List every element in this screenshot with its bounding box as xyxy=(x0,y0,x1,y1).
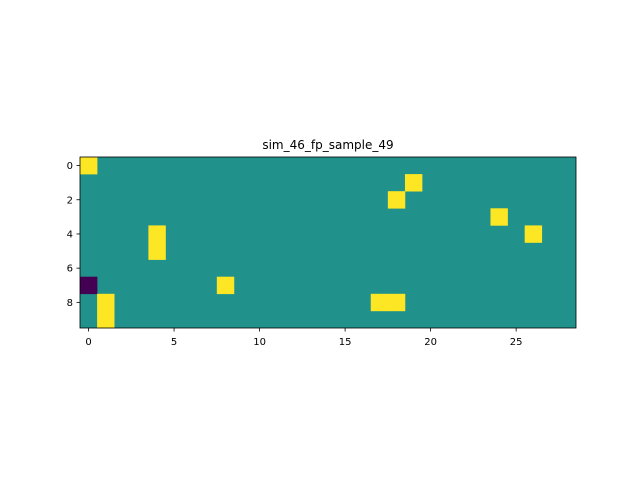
heatmap-cell xyxy=(148,225,166,243)
heatmap-cell xyxy=(370,293,389,312)
chart-title: sim_46_fp_sample_49 xyxy=(262,138,393,152)
axis-ticks: 0 5 10 15 20 25 0 2 4 6 8 xyxy=(67,161,523,348)
heatmap-cells xyxy=(80,157,576,329)
x-tick-label: 15 xyxy=(339,337,352,348)
x-tick-label: 25 xyxy=(510,337,523,348)
heatmap-cell xyxy=(387,293,406,312)
heatmap-cell xyxy=(97,293,115,312)
heatmap-cell xyxy=(97,310,115,329)
heatmap-cell xyxy=(80,276,98,295)
heatmap-cell xyxy=(490,208,508,226)
y-tick-label: 0 xyxy=(67,161,73,172)
y-tick-label: 6 xyxy=(67,264,73,275)
axes-frame xyxy=(79,156,577,329)
heatmap-cell xyxy=(404,174,423,192)
x-tick-label: 20 xyxy=(424,337,437,348)
y-tick-label: 8 xyxy=(67,298,73,309)
heatmap-cell xyxy=(524,225,543,243)
heatmap-cell xyxy=(216,276,235,295)
heatmap-cell xyxy=(387,191,406,209)
heatmap-cell xyxy=(80,157,98,175)
heatmap-cell xyxy=(148,242,166,260)
x-tick-label: 10 xyxy=(253,337,266,348)
x-tick-label: 5 xyxy=(171,337,177,348)
x-tick-label: 0 xyxy=(85,337,91,348)
y-tick-label: 4 xyxy=(67,229,73,240)
y-tick-label: 2 xyxy=(67,195,73,206)
